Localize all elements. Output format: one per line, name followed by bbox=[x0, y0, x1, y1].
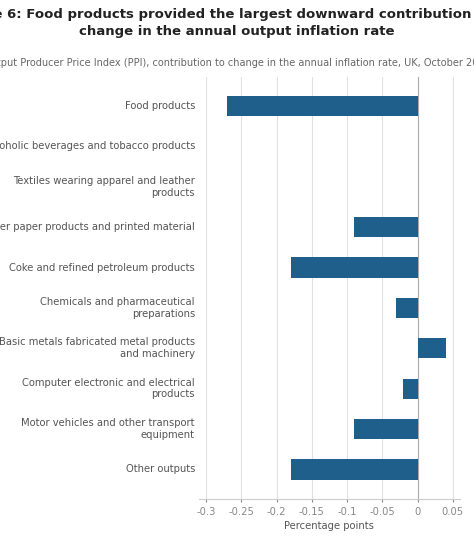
Text: Figure 6: Food products provided the largest downward contribution to the
change: Figure 6: Food products provided the lar… bbox=[0, 8, 474, 38]
Bar bbox=[396, 298, 418, 318]
Bar bbox=[354, 217, 418, 237]
Bar bbox=[227, 96, 418, 116]
Bar bbox=[354, 419, 418, 439]
Bar bbox=[418, 338, 446, 358]
Bar bbox=[291, 258, 418, 278]
Text: Output Producer Price Index (PPI), contribution to change in the annual inflatio: Output Producer Price Index (PPI), contr… bbox=[0, 58, 474, 67]
X-axis label: Percentage points: Percentage points bbox=[284, 521, 374, 531]
Bar bbox=[403, 379, 418, 399]
Bar bbox=[291, 459, 418, 480]
